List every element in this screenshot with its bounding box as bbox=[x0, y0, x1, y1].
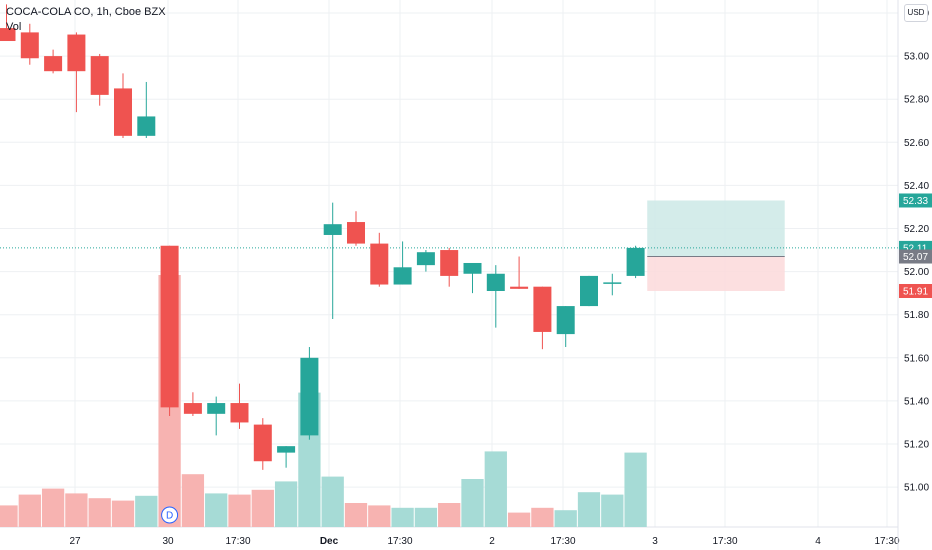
candle-body[interactable] bbox=[510, 286, 529, 289]
x-tick-label: 17:30 bbox=[712, 536, 737, 547]
volume-bar bbox=[484, 451, 507, 527]
y-tick-label: 52.00 bbox=[904, 267, 929, 278]
volume-bar bbox=[65, 493, 88, 527]
volume-bar bbox=[601, 494, 624, 527]
candle-body[interactable] bbox=[323, 224, 342, 235]
volume-bar bbox=[41, 488, 65, 527]
candle-body[interactable] bbox=[300, 357, 319, 436]
candle-body[interactable] bbox=[347, 222, 365, 244]
candle-body[interactable] bbox=[277, 446, 296, 453]
y-tick-label: 53.00 bbox=[904, 52, 929, 63]
price-tag-label: 51.91 bbox=[903, 286, 928, 297]
y-tick-label: 52.60 bbox=[904, 138, 929, 149]
candle-body[interactable] bbox=[230, 403, 249, 423]
candle-body[interactable] bbox=[626, 247, 645, 276]
price-tag-label: 52.11 bbox=[903, 243, 928, 254]
candle-body[interactable] bbox=[603, 282, 622, 284]
y-tick-label: 51.80 bbox=[904, 310, 929, 321]
price-tag bbox=[899, 193, 932, 208]
volume-bar bbox=[577, 492, 601, 527]
candle-body[interactable] bbox=[580, 275, 598, 307]
price-tag-label: 52.33 bbox=[903, 196, 928, 207]
volume-indicator-label[interactable]: Vol bbox=[6, 21, 22, 33]
candle-body[interactable] bbox=[90, 56, 109, 95]
y-tick-label: 51.00 bbox=[904, 483, 929, 494]
volume-bar bbox=[344, 503, 368, 527]
price-tag-label: 52.07 bbox=[903, 252, 928, 263]
volume-bar bbox=[554, 510, 577, 527]
y-tick-label: 51.40 bbox=[904, 396, 929, 407]
y-tick-label: 52.40 bbox=[904, 181, 929, 192]
y-tick-label: 51.20 bbox=[904, 440, 929, 451]
volume-bar bbox=[88, 498, 111, 527]
currency-button[interactable]: USD bbox=[904, 4, 928, 22]
volume-bar bbox=[135, 495, 158, 527]
volume-bar bbox=[18, 494, 41, 527]
candle-body[interactable] bbox=[160, 245, 179, 408]
volume-bar bbox=[438, 503, 461, 527]
volume-bar bbox=[111, 500, 135, 527]
x-tick-label: 4 bbox=[815, 536, 821, 547]
candle-body[interactable] bbox=[207, 403, 226, 414]
x-tick-label: Dec bbox=[320, 536, 339, 547]
x-tick-label: 17:30 bbox=[387, 536, 412, 547]
volume-bar bbox=[624, 452, 647, 527]
candle-body[interactable] bbox=[44, 56, 63, 72]
candle-body[interactable] bbox=[0, 28, 16, 42]
volume-bar bbox=[391, 507, 414, 527]
candle-body[interactable] bbox=[486, 273, 505, 291]
candle-body[interactable] bbox=[440, 250, 459, 276]
y-tick-label: 52.80 bbox=[904, 95, 929, 106]
volume-bar bbox=[274, 481, 298, 527]
candle-body[interactable] bbox=[393, 267, 412, 285]
candle-body[interactable] bbox=[114, 88, 132, 136]
x-tick-label: 30 bbox=[162, 536, 174, 547]
x-tick-label: 17:30 bbox=[550, 536, 575, 547]
x-tick-label: 17:30 bbox=[225, 536, 250, 547]
y-tick-label: 51.60 bbox=[904, 353, 929, 364]
symbol-title: COCA-COLA CO, 1h, Cboe BZX bbox=[6, 6, 166, 18]
volume-bar bbox=[531, 507, 554, 527]
candle-body[interactable] bbox=[20, 32, 39, 59]
candle-body[interactable] bbox=[67, 34, 86, 72]
profit-target-zone[interactable] bbox=[647, 200, 785, 257]
volume-bar bbox=[321, 476, 344, 527]
volume-bar bbox=[228, 494, 251, 527]
volume-bar bbox=[181, 474, 205, 527]
volume-bar bbox=[414, 507, 438, 527]
candle-body[interactable] bbox=[253, 424, 272, 462]
price-tag bbox=[899, 249, 932, 264]
volume-bar bbox=[251, 489, 274, 527]
y-tick-label: 52.20 bbox=[904, 224, 929, 235]
volume-bar bbox=[205, 493, 228, 527]
candle-body[interactable] bbox=[416, 252, 435, 266]
dividend-marker[interactable] bbox=[161, 506, 179, 524]
volume-bar bbox=[507, 512, 531, 527]
x-tick-label: 17:30 bbox=[874, 536, 899, 547]
volume-bar bbox=[0, 505, 18, 527]
candle-body[interactable] bbox=[556, 306, 575, 335]
x-tick-label: 3 bbox=[652, 536, 658, 547]
candle-body[interactable] bbox=[463, 262, 482, 274]
volume-bar bbox=[368, 505, 391, 527]
price-tag bbox=[899, 283, 932, 298]
x-tick-label: 2 bbox=[489, 536, 495, 547]
candle-body[interactable] bbox=[183, 403, 202, 414]
candle-body[interactable] bbox=[370, 243, 389, 285]
dividend-marker-label: D bbox=[166, 511, 173, 522]
stop-loss-zone[interactable] bbox=[647, 256, 785, 291]
volume-bar bbox=[461, 479, 484, 527]
candle-body[interactable] bbox=[137, 116, 156, 136]
candle-body[interactable] bbox=[533, 286, 552, 332]
x-tick-label: 27 bbox=[69, 536, 81, 547]
